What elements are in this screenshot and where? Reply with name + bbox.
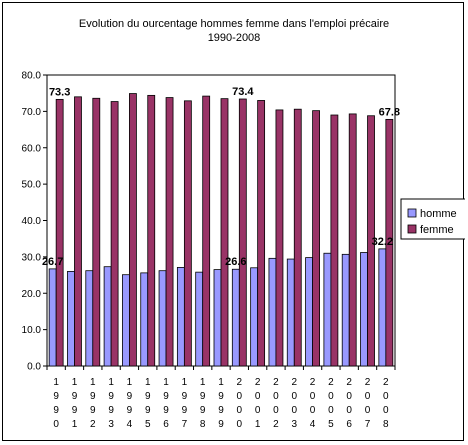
axes: 0.0 10.0 20.0 30.0 40.0 50.0 60.0 70.0 80.0 1 9 9 0 1…	[22, 71, 396, 430]
legend-label-femme: femme	[420, 224, 454, 236]
bar-homme	[305, 257, 313, 367]
bar-femme	[55, 98, 64, 367]
y-tick-label: 50.0	[22, 180, 42, 191]
y-tick-label: 70.0	[22, 107, 42, 118]
legend-label-homme: homme	[420, 208, 457, 220]
y-tick-label: 20.0	[22, 289, 42, 300]
data-label-homme: 26.6	[225, 256, 246, 268]
bar-homme	[213, 269, 222, 367]
bar-homme	[378, 248, 387, 367]
data-label-femme: 73.3	[49, 86, 70, 98]
data-label-homme: 32.2	[372, 236, 393, 248]
bars	[48, 93, 394, 367]
data-labels: 73.3 73.4 67.8 26.7 26.6 32.2	[42, 86, 400, 268]
bar-femme	[348, 113, 357, 367]
bar-homme	[122, 274, 130, 367]
bar-femme	[385, 118, 394, 367]
chart-subtitle: 1990-2008	[208, 32, 261, 44]
bar-homme	[195, 271, 204, 367]
chart-frame: Evolution du ourcentage hommes femme dan…	[2, 2, 465, 441]
bar-homme	[323, 252, 332, 367]
bar-femme	[165, 97, 174, 367]
data-label-femme: 67.8	[379, 106, 400, 118]
bar-femme	[312, 110, 320, 367]
data-label-homme: 26.7	[42, 256, 63, 268]
bar-femme	[293, 108, 302, 367]
bar-homme	[103, 266, 112, 367]
bar-homme	[67, 271, 75, 367]
y-tick-label: 80.0	[22, 71, 42, 82]
legend-swatch-femme	[407, 224, 417, 234]
bar-homme	[250, 267, 259, 367]
bar-femme	[238, 98, 247, 367]
bar-femme	[147, 94, 156, 367]
bar-femme	[129, 93, 137, 367]
bar-homme	[176, 267, 185, 367]
bar-homme	[286, 258, 295, 367]
y-tick-label: 0.0	[27, 362, 41, 373]
bar-femme	[183, 100, 192, 367]
bar-femme	[275, 109, 284, 367]
y-tick-label: 60.0	[22, 143, 42, 154]
data-label-femme: 73.4	[232, 86, 254, 98]
bar-femme	[92, 97, 101, 367]
bar-homme	[85, 270, 94, 367]
bar-homme	[158, 270, 167, 367]
y-tick-label: 30.0	[22, 252, 42, 263]
bar-homme	[341, 253, 350, 367]
y-tick-label: 10.0	[22, 325, 42, 336]
bar-chart: Evolution du ourcentage hommes femme dan…	[22, 18, 465, 430]
bar-homme	[360, 252, 368, 367]
chart-title: Evolution du ourcentage hommes femme dan…	[79, 18, 389, 30]
bar-homme	[268, 257, 277, 367]
legend-swatch-homme	[407, 208, 417, 218]
bar-homme	[231, 268, 240, 367]
bar-homme	[140, 272, 149, 367]
bar-homme	[48, 268, 57, 367]
bar-femme	[202, 95, 211, 367]
bar-femme	[220, 98, 229, 367]
bar-femme	[74, 96, 82, 367]
y-tick-label: 40.0	[22, 216, 42, 227]
bar-femme	[367, 115, 375, 367]
bar-femme	[110, 101, 119, 367]
bar-femme	[330, 114, 339, 367]
bar-femme	[257, 100, 266, 367]
legend: homme femme	[400, 198, 465, 240]
